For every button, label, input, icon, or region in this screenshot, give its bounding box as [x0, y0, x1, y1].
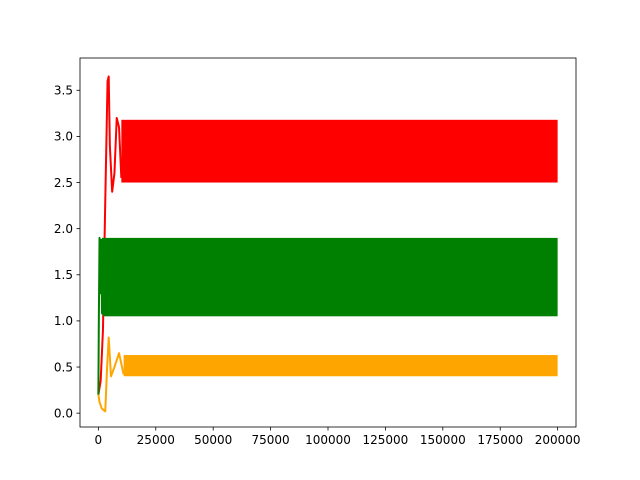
y-tick-label: 3.5: [54, 84, 73, 98]
y-tick-label: 2.0: [54, 222, 73, 236]
x-tick-label: 75000: [251, 433, 289, 447]
y-tick-label: 0.5: [54, 360, 73, 374]
series-0: [97, 75, 558, 395]
x-axis: 0 25000 50000 75000 100000 125000 150000 175000…: [95, 427, 581, 447]
series-1: [97, 236, 558, 395]
x-tick-label: 150000: [420, 433, 466, 447]
series-2-oscillation-band: [123, 355, 558, 377]
series-2-transient-line: [97, 336, 125, 413]
series-1-transient-line: [97, 236, 104, 395]
x-tick-label: 100000: [305, 433, 351, 447]
x-tick-label: 125000: [363, 433, 409, 447]
x-tick-label: 0: [95, 433, 103, 447]
y-axis: 0.0 0.5 1.0 1.5 2.0 2.5 3.0 3.5: [54, 84, 80, 420]
y-tick-label: 1.5: [54, 268, 73, 282]
y-tick-label: 1.0: [54, 314, 73, 328]
x-tick-label: 200000: [535, 433, 581, 447]
series-0-transient-line: [97, 75, 123, 395]
y-tick-label: 3.0: [54, 130, 73, 144]
y-tick-label: 0.0: [54, 406, 73, 420]
series-0-oscillation-band: [121, 119, 558, 183]
y-tick-label: 2.5: [54, 176, 73, 190]
series-2: [97, 336, 558, 413]
x-tick-label: 25000: [137, 433, 175, 447]
x-tick-label: 50000: [194, 433, 232, 447]
plot-marks: [97, 75, 558, 413]
x-tick-label: 175000: [477, 433, 523, 447]
series-1-oscillation-band: [102, 237, 558, 317]
